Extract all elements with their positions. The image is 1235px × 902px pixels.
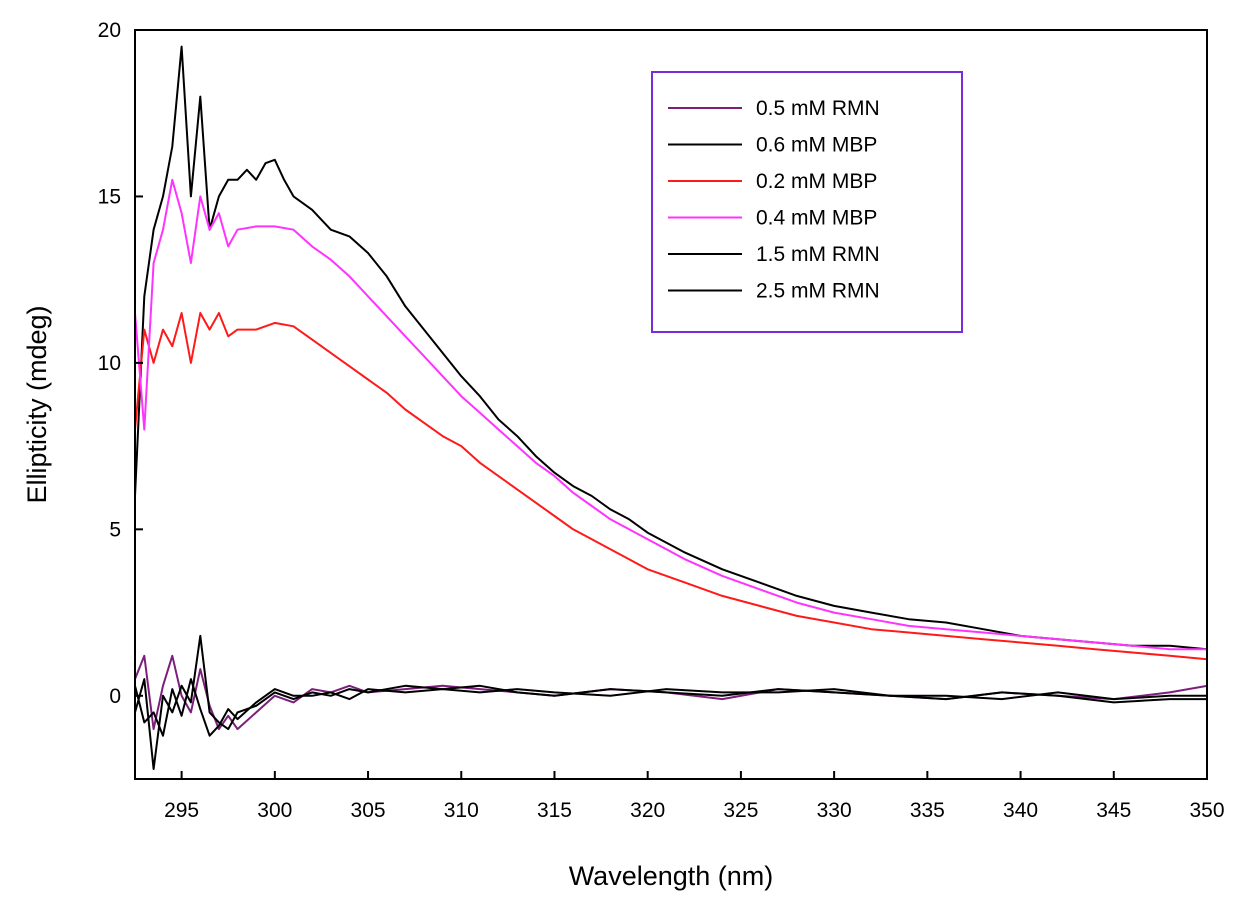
y-tick-label: 10 [98,352,121,375]
x-axis-label: Wavelength (nm) [569,861,774,891]
x-tick-label: 345 [1096,799,1131,822]
plot-frame [134,29,1208,780]
series-line-5 [135,678,1207,737]
x-tick-label: 305 [351,799,386,822]
y-tick-label: 20 [98,19,121,42]
legend-label: 0.5 mM RMN [756,97,880,120]
y-axis-label: Ellipticity (mdeg) [22,305,52,503]
y-tick-label: 5 [109,518,121,541]
legend-label: 1.5 mM RMN [756,243,880,266]
series-line-2 [135,312,1207,661]
legend-label: 2.5 mM RMN [756,280,880,303]
x-tick-label: 340 [1003,799,1038,822]
x-tick-label: 350 [1189,799,1224,822]
x-tick-label: 300 [257,799,292,822]
x-tick-label: 325 [723,799,758,822]
legend-box [651,71,963,333]
x-tick-label: 320 [630,799,665,822]
x-tick-label: 295 [164,799,199,822]
y-tick-label: 15 [98,185,121,208]
series-line-1 [135,45,1207,651]
x-axis: 295 300 305 310 315 320 325 330 335 340 345 350 [164,771,1225,822]
legend-label: 0.4 mM MBP [756,207,877,230]
legend: 0.5 mM RMN 0.6 mM MBP 0.2 mM MBP 0.4 mM MBP… [651,71,963,333]
x-tick-label: 335 [910,799,945,822]
x-tick-label: 315 [537,799,572,822]
x-tick-label: 310 [444,799,479,822]
y-axis: 0 5 10 15 20 [98,19,143,708]
x-tick-label: 330 [817,799,852,822]
legend-label: 0.2 mM MBP [756,170,877,193]
series-lines [135,45,1207,770]
series-line-4 [135,634,1207,770]
series-line-3 [135,178,1207,651]
y-tick-label: 0 [109,685,121,708]
legend-label: 0.6 mM MBP [756,134,877,157]
